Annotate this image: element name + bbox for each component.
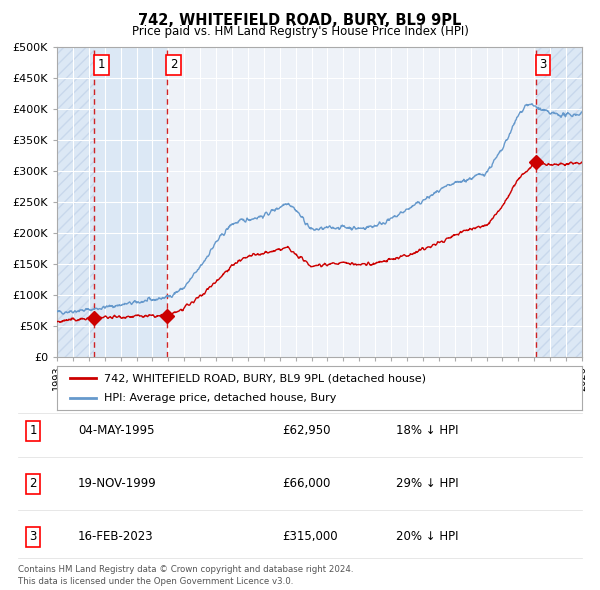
Text: 29% ↓ HPI: 29% ↓ HPI: [396, 477, 458, 490]
Text: 2: 2: [29, 477, 37, 490]
Text: 1: 1: [29, 424, 37, 437]
Text: £66,000: £66,000: [282, 477, 331, 490]
Bar: [57, 47, 94, 357]
Text: 2: 2: [170, 58, 177, 71]
Text: £62,950: £62,950: [282, 424, 331, 437]
Text: 19-NOV-1999: 19-NOV-1999: [78, 477, 157, 490]
Text: 742, WHITEFIELD ROAD, BURY, BL9 9PL (detached house): 742, WHITEFIELD ROAD, BURY, BL9 9PL (det…: [104, 373, 426, 383]
Text: Price paid vs. HM Land Registry's House Price Index (HPI): Price paid vs. HM Land Registry's House …: [131, 25, 469, 38]
Text: 16-FEB-2023: 16-FEB-2023: [78, 530, 154, 543]
Text: This data is licensed under the Open Government Licence v3.0.: This data is licensed under the Open Gov…: [18, 577, 293, 586]
Text: 3: 3: [29, 530, 37, 543]
Text: 04-MAY-1995: 04-MAY-1995: [78, 424, 155, 437]
Bar: [536, 47, 582, 357]
Bar: [94, 47, 167, 357]
Text: 1: 1: [98, 58, 105, 71]
Text: 742, WHITEFIELD ROAD, BURY, BL9 9PL: 742, WHITEFIELD ROAD, BURY, BL9 9PL: [139, 13, 461, 28]
Text: 20% ↓ HPI: 20% ↓ HPI: [396, 530, 458, 543]
Text: £315,000: £315,000: [282, 530, 338, 543]
Text: Contains HM Land Registry data © Crown copyright and database right 2024.: Contains HM Land Registry data © Crown c…: [18, 565, 353, 574]
Text: 3: 3: [539, 58, 547, 71]
Text: 18% ↓ HPI: 18% ↓ HPI: [396, 424, 458, 437]
Text: HPI: Average price, detached house, Bury: HPI: Average price, detached house, Bury: [104, 393, 337, 402]
